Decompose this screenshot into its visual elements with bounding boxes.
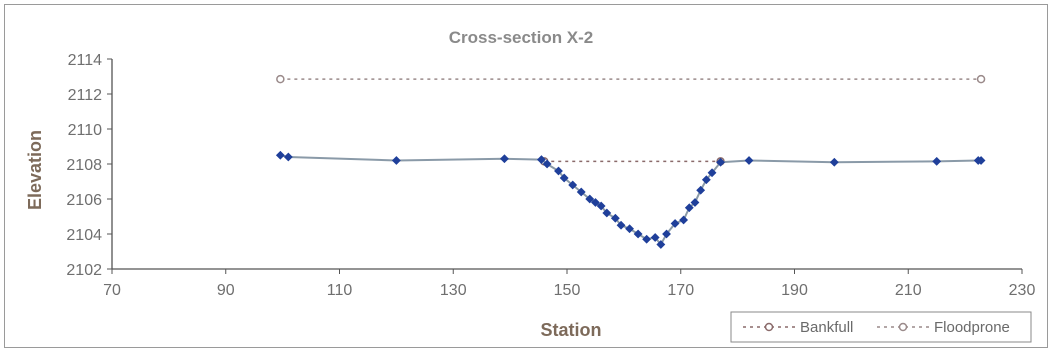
ground-profile-point: [610, 213, 620, 223]
ground-profile-point: [976, 156, 986, 165]
ground-profile-point: [536, 155, 546, 165]
series-layer: [275, 74, 986, 249]
ground-profile-point: [591, 198, 600, 207]
ground-profile-point: [744, 156, 754, 165]
ground-profile-point: [670, 219, 680, 228]
ground-profile-point: [707, 168, 717, 178]
ground-profile-point: [500, 154, 509, 164]
ground-profile-point: [662, 229, 671, 239]
ground-profile-point: [701, 175, 711, 185]
x-axis-label: Station: [541, 320, 602, 340]
ground-profile-point: [633, 229, 643, 239]
y-tick-label: 2104: [66, 227, 102, 244]
ground-profile-point: [829, 157, 839, 167]
x-tick-label: 210: [895, 282, 922, 299]
x-tick-label: 70: [103, 282, 121, 299]
y-axis-label: Elevation: [25, 130, 45, 210]
ground-profile-point: [568, 180, 578, 190]
y-tick-label: 2108: [66, 157, 102, 174]
legend-bankfull-label: Bankfull: [800, 319, 853, 336]
chart-frame: Cross-section X-2 2102 2104 2106 2108 2110 21…: [4, 4, 1048, 348]
ground-profile-point: [275, 150, 285, 160]
ground-profile-point: [696, 185, 706, 195]
floodprone-point: [276, 74, 285, 84]
ground-profile-point: [932, 156, 942, 166]
axes: 2102 2104 2106 2108 2110 2112 2114 70 90 110 130 15…: [66, 52, 1035, 299]
y-tick-label: 2110: [68, 122, 103, 139]
ground-profile-point: [716, 157, 725, 167]
x-tick-label: 150: [554, 282, 581, 299]
x-tick-label: 190: [781, 282, 808, 299]
ground-profile-point: [542, 159, 552, 169]
ground-profile-point: [554, 166, 563, 176]
ground-profile-point: [576, 187, 586, 197]
ground-profile-point: [690, 198, 700, 207]
ground-profile-point: [391, 156, 401, 165]
ground-profile-point: [559, 173, 569, 183]
x-tick-label: 170: [667, 282, 694, 299]
floodprone-point: [976, 74, 986, 84]
y-tick-label: 2106: [66, 192, 102, 209]
ground-profile-point: [679, 215, 689, 225]
x-tick-label: 230: [1009, 282, 1036, 299]
ground-profile-point: [650, 233, 660, 242]
legend-bankfull-marker: [764, 322, 774, 332]
ground-profile-point: [642, 234, 652, 244]
ground-profile-point: [684, 203, 694, 213]
ground-profile-point: [656, 240, 666, 249]
ground-profile-point: [602, 208, 612, 218]
x-tick-label: 110: [327, 282, 353, 299]
legend-floodprone-marker: [898, 322, 908, 332]
ground-profile-point: [596, 201, 606, 211]
cross-section-chart: Cross-section X-2 2102210421062108211021…: [25, 28, 1035, 343]
ground-profile-point: [585, 194, 595, 204]
x-tick-label: 90: [217, 282, 235, 299]
ground-profile-point: [283, 152, 293, 162]
legend-floodprone-label: Floodprone: [934, 319, 1010, 336]
chart-title: Cross-section X-2: [449, 28, 594, 47]
ground-profile-point: [625, 224, 634, 234]
ground-profile-point: [616, 220, 626, 230]
y-tick-label: 2102: [66, 262, 102, 279]
y-tick-label: 2112: [68, 87, 103, 104]
y-tick-label: 2114: [68, 52, 103, 69]
x-tick-label: 130: [440, 282, 467, 299]
legend: Bankfull Floodprone: [730, 311, 1032, 343]
